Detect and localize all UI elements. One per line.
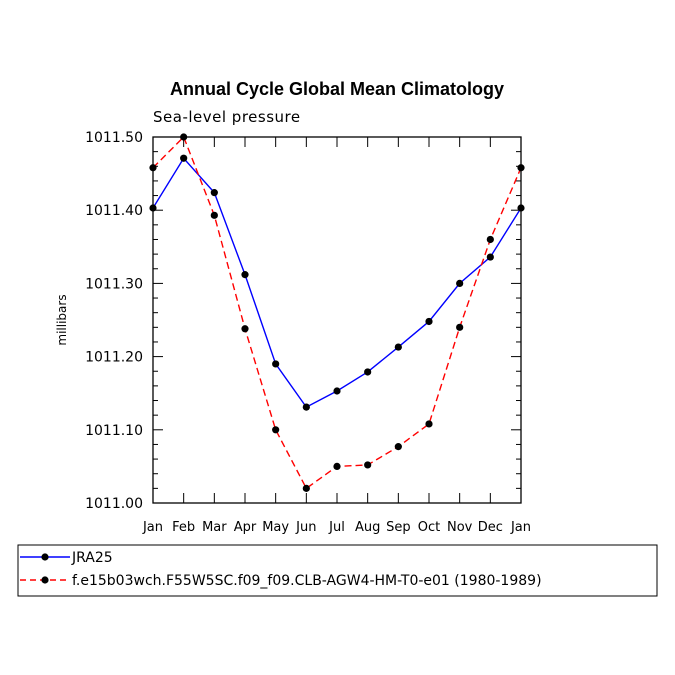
x-tick-label: Aug (355, 520, 380, 535)
x-tick-label: Jan (142, 520, 163, 535)
legend: JRA25 f.e15b03wch.F55W5SC.f09_f09.CLB-AG… (17, 544, 658, 597)
series-1-point (333, 462, 341, 470)
series-1-point (302, 484, 310, 492)
series-0-point (394, 343, 402, 351)
series-0-point (272, 360, 280, 368)
series-1-point (210, 211, 218, 219)
y-tick-label: 1011.40 (85, 203, 143, 219)
series-0-point (333, 387, 341, 395)
x-tick-label: Apr (234, 520, 257, 535)
series-1-point (364, 461, 372, 469)
x-tick-label: Jun (295, 520, 316, 535)
legend-label-model: f.e15b03wch.F55W5SC.f09_f09.CLB-AGW4-HM-… (72, 573, 542, 589)
legend-marker-jra25 (41, 553, 49, 561)
y-tick-label: 1011.00 (85, 496, 143, 512)
legend-box (17, 544, 658, 597)
x-tick-label: Jan (510, 520, 531, 535)
series-1-point (272, 426, 280, 434)
series-1-point (394, 443, 402, 451)
series-0-point (456, 279, 464, 287)
x-tick-label: Nov (447, 520, 473, 535)
series-0-point (364, 368, 372, 376)
x-tick-label: Sep (386, 520, 411, 535)
chart-subtitle: Sea-level pressure (153, 108, 301, 126)
x-tick-label: Feb (172, 520, 195, 535)
series-1-point (241, 325, 249, 333)
series-0-point (210, 189, 218, 197)
y-axis-label: millibars (55, 294, 69, 345)
series-1-point (456, 323, 464, 331)
series-0-point (180, 154, 188, 162)
x-tick-label: May (262, 520, 289, 535)
x-tick-label: Dec (478, 520, 503, 535)
y-tick-label: 1011.50 (85, 130, 143, 146)
series-1-point (425, 420, 433, 428)
y-tick-label: 1011.20 (85, 350, 143, 366)
x-tick-label: Jul (328, 520, 345, 535)
y-tick-label: 1011.10 (85, 423, 143, 439)
series-1-point (486, 235, 494, 244)
series-0-point (241, 271, 249, 279)
series-0-point (425, 317, 433, 326)
plot-frame (152, 136, 522, 504)
x-tick-label: Mar (202, 520, 227, 535)
chart-title: Annual Cycle Global Mean Climatology (170, 79, 504, 99)
y-tick-label: 1011.30 (85, 276, 143, 292)
legend-marker-model (41, 576, 49, 584)
series-0-point (486, 253, 494, 261)
series-0-point (302, 403, 310, 411)
x-tick-label: Oct (418, 520, 440, 535)
legend-label-jra25: JRA25 (71, 550, 113, 566)
